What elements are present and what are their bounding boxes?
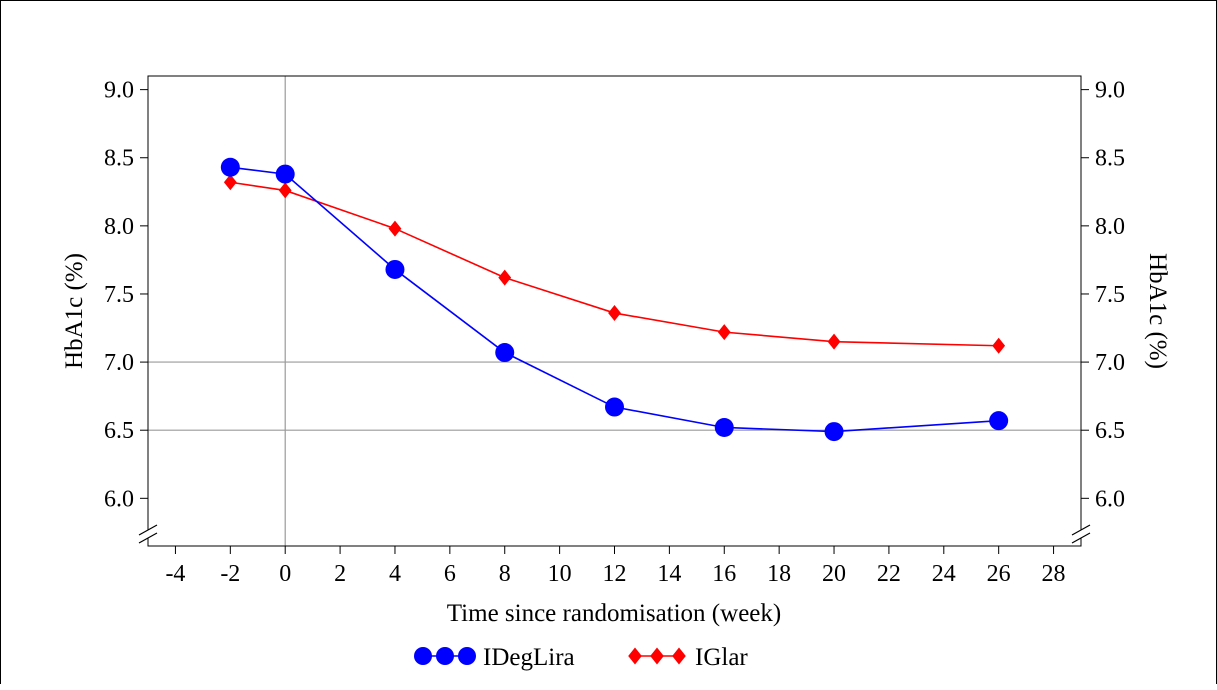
- y-axis-left: 6.0 6.5 7.0 7.5 8.0 8.5 9.0: [104, 78, 148, 512]
- x-tick-label: 16: [712, 561, 736, 587]
- data-point: [989, 411, 1009, 431]
- x-tick-label: 12: [603, 561, 627, 587]
- y-tick-label-right: 6.5: [1095, 418, 1125, 444]
- y-tick-label-left: 6.0: [104, 486, 134, 512]
- y-tick-label-left: 7.5: [104, 282, 134, 308]
- data-point: [495, 343, 515, 363]
- data-point: [608, 305, 621, 322]
- x-tick-label: 10: [548, 561, 572, 587]
- grid-lines: [148, 76, 1081, 546]
- x-tick-label: 24: [932, 561, 956, 587]
- axis-break-mark: [1071, 524, 1091, 536]
- data-point: [717, 324, 731, 341]
- x-tick-label: 0: [279, 561, 291, 587]
- x-tick-label: 26: [987, 561, 1011, 587]
- x-tick-label: 18: [767, 561, 791, 587]
- data-point: [385, 259, 405, 279]
- data-point: [223, 174, 237, 191]
- legend-item: IDegLira: [414, 644, 575, 671]
- y-tick-label-left: 9.0: [104, 78, 134, 104]
- y-tick-label-right: 6.0: [1095, 486, 1125, 512]
- axis-break-gap: [1073, 530, 1089, 538]
- axis-break-mark: [138, 532, 158, 544]
- x-tick-label: 20: [822, 561, 846, 587]
- axis-break-gap: [140, 530, 156, 538]
- series-line: [230, 181, 999, 347]
- legend-marker: [628, 647, 642, 665]
- data-point: [827, 333, 841, 350]
- y-tick-label-left: 8.5: [104, 146, 134, 172]
- series-ideglira: [220, 157, 1009, 442]
- legend-marker: [458, 647, 476, 665]
- x-axis: -4 -2 0 2 4 6 8 10 12 14 16 18 20 22 24 26 28: [165, 546, 1066, 587]
- data-point: [498, 269, 512, 286]
- y-tick-label-right: 7.5: [1095, 282, 1125, 308]
- legend-item: IGlar: [628, 644, 748, 671]
- series-iglar: [223, 174, 1006, 354]
- series-layer: [220, 157, 1009, 442]
- y-tick-label-right: 7.0: [1095, 350, 1125, 376]
- legend-marker: [414, 647, 432, 665]
- x-tick-label: 6: [444, 561, 456, 587]
- y-axis-label-left: HbA1c (%): [61, 253, 88, 369]
- data-point: [605, 397, 624, 417]
- data-point: [220, 157, 240, 177]
- x-tick-label: 8: [499, 561, 511, 587]
- legend-marker: [672, 647, 686, 665]
- y-tick-label-left: 7.0: [104, 350, 134, 376]
- y-tick-label-right: 8.0: [1095, 214, 1125, 240]
- y-tick-label-left: 6.5: [104, 418, 134, 444]
- x-tick-label: 4: [389, 561, 401, 587]
- legend: IDegLira IGlar: [414, 644, 748, 671]
- series-line: [230, 166, 999, 433]
- legend-marker: [650, 647, 664, 665]
- data-point: [275, 164, 295, 184]
- x-tick-label: 28: [1042, 561, 1066, 587]
- axis-break-mark: [1071, 532, 1091, 544]
- axis-breaks: [138, 524, 1091, 544]
- y-tick-label-left: 8.0: [104, 214, 134, 240]
- x-tick-label: -4: [165, 561, 185, 587]
- x-tick-label: 14: [657, 561, 681, 587]
- data-point: [992, 337, 1006, 354]
- data-point: [824, 422, 844, 442]
- y-axis-right: 6.0 6.5 7.0 7.5 8.0 8.5 9.0: [1081, 78, 1125, 512]
- y-tick-label-right: 8.5: [1095, 146, 1125, 172]
- x-axis-label: Time since randomisation (week): [447, 600, 781, 627]
- data-point: [278, 182, 292, 199]
- legend-label: IDegLira: [483, 644, 575, 671]
- axis-break-mark: [138, 524, 158, 536]
- y-tick-label-right: 9.0: [1095, 78, 1125, 104]
- legend-marker: [436, 647, 454, 665]
- x-tick-label: -2: [220, 561, 240, 587]
- y-axis-label-right: HbA1c (%): [1144, 253, 1171, 369]
- x-tick-label: 2: [334, 561, 346, 587]
- x-tick-label: 22: [877, 561, 901, 587]
- legend-label: IGlar: [695, 644, 748, 671]
- data-point: [388, 220, 402, 237]
- data-point: [714, 417, 734, 437]
